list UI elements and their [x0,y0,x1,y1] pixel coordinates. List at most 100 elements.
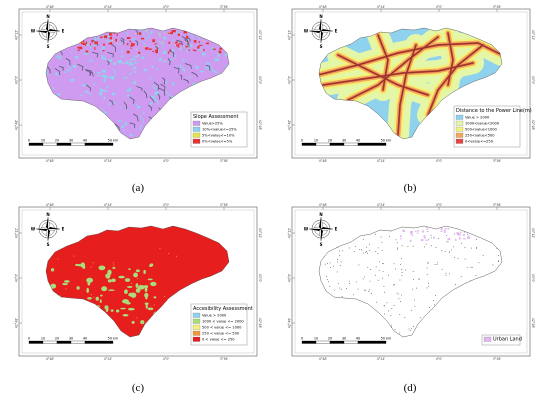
legend-title: Distance to the Power Line(m) [456,108,532,114]
left-tick-label: 43°0' [15,76,19,85]
scale-bar-label: 30 [69,337,73,341]
power-line-distance-map: 4°48' 4°48' 4°24' 4°24' 4°0' 4°0' 3°36' 3°36' 43… [288,5,536,163]
legend-title: Slope Assessment [193,114,238,120]
legend-item-label: 1000<value<2000 [465,122,500,126]
bottom-tick-label: 4°0' [436,357,443,361]
legend-item-label: Value > 2000 [465,116,490,120]
legend-item-label: 250<value<500 [465,134,495,138]
region-outline [45,225,230,338]
scale-bar-label: 50 km [381,139,392,143]
scale-bar-label: 30 [69,139,73,143]
bottom-tick-label: 4°48' [319,159,328,163]
legend-swatch [192,126,201,132]
bottom-tick-label: 4°24' [377,357,386,361]
compass-w-label: W [304,227,309,232]
legend-swatch [455,138,464,144]
legend-swatch [192,138,201,144]
bottom-tick-label: 4°24' [104,159,113,163]
bottom-tick-label: 4°0' [163,357,170,361]
compass-e-label: E [335,227,338,232]
left-tick-label: 43°0' [288,274,292,283]
left-tick-label: 43°0' [288,76,292,85]
right-tick-label: 43°12' [531,228,535,239]
scale-bar-label: 10 [314,337,318,341]
legend-item-label: 1000 < value <= 2000 [202,320,244,324]
right-tick-label: 43°0' [258,76,262,85]
scale-bar-label: 50 km [108,337,119,341]
caption-d: (d) [403,382,417,394]
top-tick-label: 4°24' [104,5,113,9]
legend-swatch [192,312,201,318]
top-tick-label: 4°48' [46,203,55,207]
scale-bar: 0 10 20 30 40 50 km [301,337,392,344]
compass-w-label: W [31,227,36,232]
legend-item-label: Value > 2000 [202,314,227,318]
compass-e-label: E [335,29,338,34]
compass-rose: N S E W [31,212,65,247]
left-tick-label: 42°48' [15,318,19,329]
legend-swatch [192,132,201,138]
caption-c: (c) [131,382,145,394]
bottom-tick-label: 4°48' [46,357,55,361]
right-tick-label: 43°0' [531,76,535,85]
scale-bar-label: 40 [83,337,87,341]
top-tick-label: 4°24' [104,203,113,207]
bottom-tick-label: 3°36' [220,357,229,361]
left-tick-label: 43°0' [15,274,19,283]
top-tick-label: 4°0' [436,203,443,207]
region-outline [318,225,503,338]
region-outline [45,27,230,140]
bottom-tick-label: 3°36' [493,159,502,163]
right-tick-label: 42°48' [531,318,535,329]
top-tick-label: 3°36' [220,203,229,207]
map-legend: Slope Assessment Value>25% 10%<value<=25% 5… [190,111,248,148]
compass-n-label: N [46,14,49,19]
scale-bar-label: 50 km [381,337,392,341]
bottom-tick-label: 3°36' [220,159,229,163]
bottom-tick-label: 4°24' [377,159,386,163]
right-tick-label: 42°48' [531,120,535,131]
bottom-tick-label: 4°24' [104,357,113,361]
top-tick-label: 3°36' [493,203,502,207]
legend-item-label: 500 < value <= 1000 [202,326,242,330]
scale-bar-label: 40 [83,139,87,143]
right-tick-label: 43°0' [531,274,535,283]
map-panel-b: 4°48' 4°48' 4°24' 4°24' 4°0' 4°0' 3°36' 3°36' 43… [288,5,536,163]
map-legend: Urban Land [481,334,522,346]
right-tick-label: 43°0' [258,274,262,283]
map-panel-d: 4°48' 4°48' 4°24' 4°24' 4°0' 4°0' 3°36' 3°36' 43… [288,203,536,361]
right-tick-label: 42°48' [258,318,262,329]
compass-rose: N S E W [304,212,338,247]
map-legend: Distance to the Power Line(m) Value > 200… [453,105,532,148]
scale-bar-label: 0 [301,337,303,341]
right-tick-label: 43°12' [258,30,262,41]
legend-swatch [192,324,201,330]
top-tick-label: 3°36' [493,5,502,9]
scale-bar-label: 50 km [108,139,119,143]
legend-swatch [192,318,201,324]
scale-bar-label: 20 [55,337,59,341]
scale-bar: 0 10 20 30 40 50 km [301,139,392,146]
scale-bar-label: 0 [301,139,303,143]
top-tick-label: 3°36' [220,5,229,9]
right-tick-label: 43°12' [258,228,262,239]
compass-n-label: N [46,212,49,217]
accessibility-assessment-map: 4°48' 4°48' 4°24' 4°24' 4°0' 4°0' 3°36' 3°36' 43… [15,203,263,361]
top-tick-label: 4°48' [46,5,55,9]
compass-w-label: W [304,29,309,34]
top-tick-label: 4°24' [377,203,386,207]
caption-b: (b) [403,182,417,194]
scale-bar-label: 20 [328,139,332,143]
region-outline [318,27,503,140]
left-tick-label: 43°12' [15,228,19,239]
top-tick-label: 4°0' [436,5,443,9]
left-tick-label: 42°48' [288,120,292,131]
caption-a: (a) [131,182,145,194]
urban-land-map: 4°48' 4°48' 4°24' 4°24' 4°0' 4°0' 3°36' 3°36' 43… [288,203,536,361]
left-tick-label: 43°12' [288,30,292,41]
legend-item-label: 0<value<=250 [465,140,494,144]
legend-item-label: 0 < value <= 250 [202,338,235,342]
compass-s-label: S [47,242,50,247]
scale-bar-label: 0 [28,337,30,341]
top-tick-label: 4°0' [163,203,170,207]
